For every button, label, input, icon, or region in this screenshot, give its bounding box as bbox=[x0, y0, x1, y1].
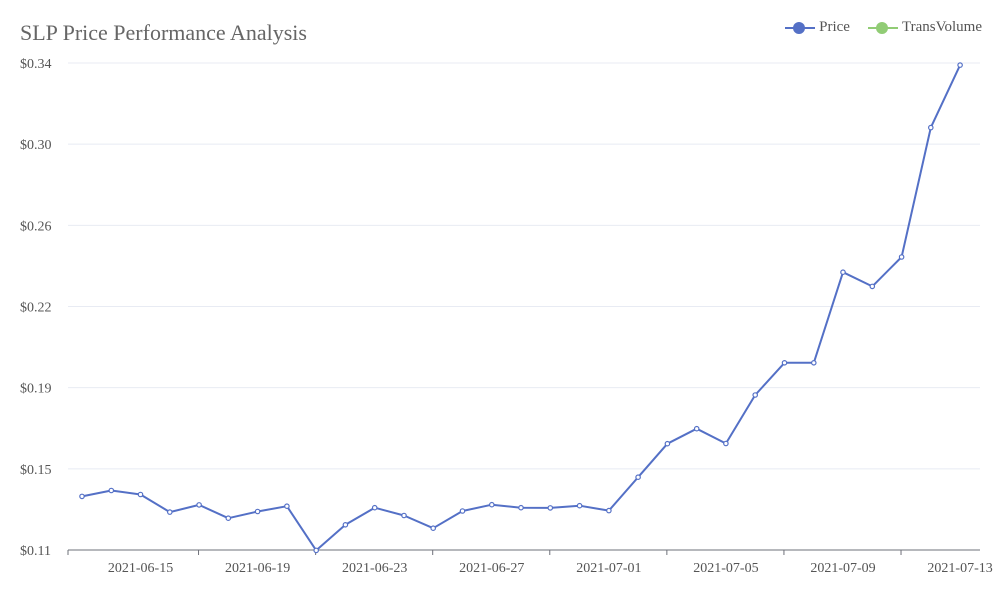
data-point bbox=[254, 508, 261, 515]
legend-label-transvolume: TransVolume bbox=[901, 19, 982, 35]
x-tick-label: 2021-06-15 bbox=[108, 561, 173, 576]
x-tick-label: 2021-06-19 bbox=[225, 561, 290, 576]
x-tick-label: 2021-07-13 bbox=[927, 561, 992, 576]
data-point bbox=[196, 502, 202, 508]
x-tick-label: 2021-06-23 bbox=[342, 561, 407, 576]
data-point bbox=[840, 269, 846, 276]
y-tick-label: $0.22 bbox=[20, 301, 52, 316]
data-point bbox=[401, 512, 407, 519]
legend-swatch-price bbox=[785, 21, 816, 34]
data-point bbox=[430, 525, 437, 532]
data-point bbox=[810, 359, 817, 366]
data-point bbox=[108, 487, 115, 494]
legend: Price TransVolume bbox=[785, 19, 982, 36]
x-tick-label: 2021-07-01 bbox=[576, 561, 641, 576]
data-point bbox=[752, 392, 759, 398]
legend-item-transvolume[interactable]: TransVolume bbox=[867, 19, 982, 36]
data-point bbox=[869, 283, 876, 290]
data-point bbox=[547, 505, 554, 511]
data-point bbox=[167, 509, 173, 515]
data-point bbox=[313, 547, 320, 554]
data-point bbox=[79, 493, 85, 500]
y-tick-label: $0.26 bbox=[20, 219, 52, 234]
data-point bbox=[927, 124, 934, 131]
y-tick-label: $0.11 bbox=[20, 544, 51, 559]
data-point bbox=[693, 425, 700, 432]
data-point bbox=[137, 491, 144, 498]
data-point bbox=[664, 440, 671, 447]
legend-item-price[interactable]: Price bbox=[785, 19, 850, 36]
data-point bbox=[459, 508, 466, 514]
data-point bbox=[781, 359, 788, 366]
x-tick-label: 2021-07-05 bbox=[693, 561, 758, 576]
legend-label-price: Price bbox=[819, 19, 850, 35]
data-point bbox=[342, 521, 349, 528]
legend-swatch-transvolume bbox=[867, 21, 898, 34]
data-point bbox=[606, 507, 612, 514]
y-tick-label: $0.30 bbox=[20, 138, 52, 153]
data-point bbox=[723, 440, 729, 447]
data-point bbox=[488, 501, 495, 508]
y-tick-label: $0.19 bbox=[20, 382, 52, 397]
chart-title: SLP Price Performance Analysis bbox=[20, 20, 307, 45]
data-point bbox=[957, 62, 963, 68]
data-point bbox=[898, 254, 905, 260]
data-point bbox=[635, 474, 641, 481]
data-point bbox=[576, 502, 583, 509]
x-tick-label: 2021-06-27 bbox=[459, 561, 524, 576]
data-point bbox=[284, 503, 290, 510]
data-point bbox=[371, 504, 378, 511]
data-point bbox=[225, 515, 232, 522]
x-tick-label: 2021-07-09 bbox=[810, 561, 875, 576]
y-tick-label: $0.15 bbox=[20, 463, 52, 478]
series-line-price bbox=[81, 64, 962, 552]
data-point bbox=[518, 504, 524, 511]
y-tick-label: $0.34 bbox=[20, 57, 52, 72]
